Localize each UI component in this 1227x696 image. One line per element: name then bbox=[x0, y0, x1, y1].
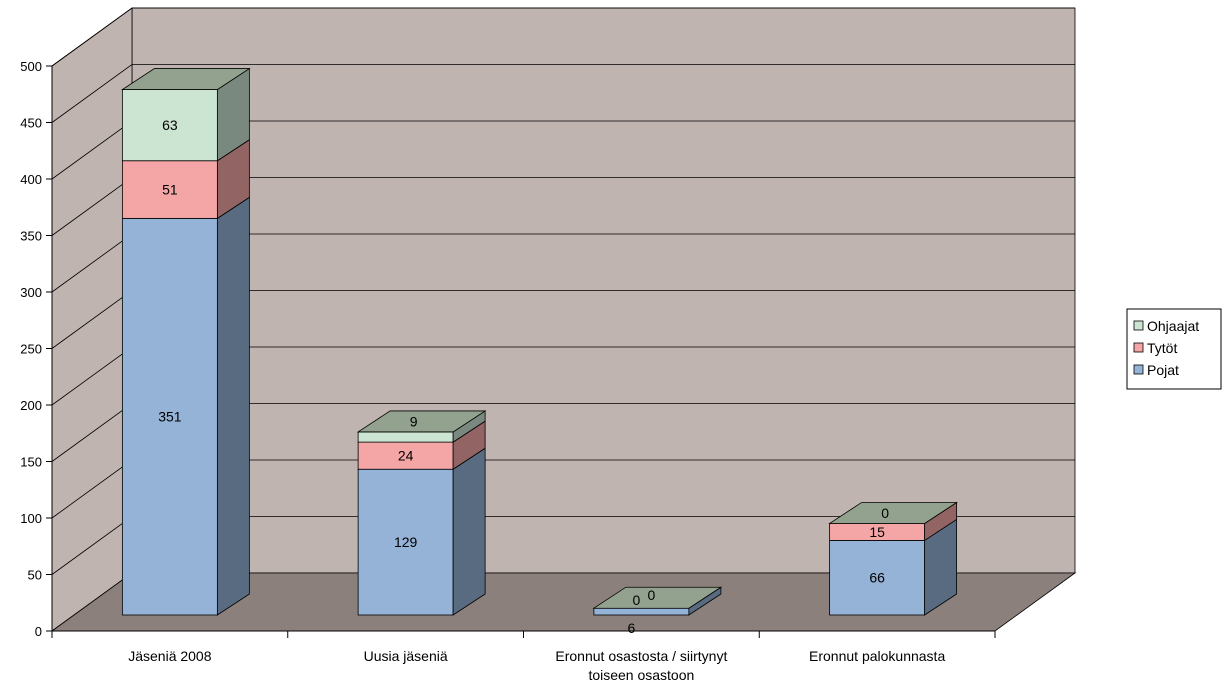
y-tick-label: 400 bbox=[20, 172, 42, 187]
legend-swatch-ohjaajat bbox=[1133, 320, 1144, 331]
y-tick-label: 200 bbox=[20, 398, 42, 413]
data-label-ohjaajat: 63 bbox=[162, 117, 178, 133]
bar-top bbox=[592, 586, 723, 609]
bar-segment-pojat bbox=[829, 540, 926, 616]
legend-swatch-tytöt bbox=[1133, 342, 1144, 353]
legend-swatch-pojat bbox=[1133, 364, 1144, 375]
legend: Ohjaajat Tytöt Pojat bbox=[1126, 308, 1222, 390]
data-label-tytöt: 51 bbox=[162, 182, 178, 198]
legend-label-tytöt: Tytöt bbox=[1147, 340, 1177, 356]
bar-segment-pojat bbox=[121, 217, 218, 616]
bar-segment-pojat bbox=[593, 607, 690, 616]
data-label-pojat: 66 bbox=[869, 570, 885, 586]
data-label-ohjaajat: 0 bbox=[647, 587, 655, 603]
data-label-pojat: 351 bbox=[158, 409, 182, 425]
y-tick-label: 100 bbox=[20, 511, 42, 526]
y-tick-label: 450 bbox=[20, 116, 42, 131]
y-tick-label: 0 bbox=[35, 624, 42, 639]
bar-top bbox=[121, 68, 251, 90]
data-label-pojat: 129 bbox=[394, 534, 418, 550]
y-tick-label: 300 bbox=[20, 285, 42, 300]
data-label-tytöt: 24 bbox=[398, 448, 414, 464]
y-tick-label: 350 bbox=[20, 229, 42, 244]
bars bbox=[121, 67, 958, 616]
legend-label-ohjaajat: Ohjaajat bbox=[1147, 318, 1199, 334]
y-tick-label: 500 bbox=[20, 59, 42, 74]
x-category-label: Uusia jäseniä bbox=[364, 648, 448, 664]
bar-side-pojat bbox=[216, 196, 250, 616]
data-label-pojat: 6 bbox=[627, 620, 635, 636]
gridline bbox=[51, 64, 1075, 123]
bar-top bbox=[356, 410, 487, 433]
bar-segment-ohjaajat bbox=[357, 431, 454, 443]
legend-label-pojat: Pojat bbox=[1147, 362, 1179, 378]
bar-top bbox=[828, 502, 958, 524]
bar-side-pojat bbox=[452, 447, 486, 616]
x-category-label: Eronnut palokunnasta bbox=[809, 648, 945, 664]
x-category-label: Eronnut osastosta / siirtynyt toiseen osa… bbox=[555, 648, 727, 683]
data-label-ohjaajat: 9 bbox=[410, 413, 418, 429]
bar-segment-tytöt bbox=[121, 160, 218, 219]
data-label-tytöt: 0 bbox=[632, 592, 640, 608]
bar-segment-ohjaajat bbox=[121, 89, 218, 162]
data-label-ohjaajat: 0 bbox=[881, 505, 889, 521]
gridline bbox=[51, 7, 1075, 67]
y-tick-label: 150 bbox=[20, 455, 42, 470]
y-tick-label: 250 bbox=[20, 342, 42, 357]
data-label-tytöt: 15 bbox=[869, 524, 885, 540]
y-tick-label: 50 bbox=[28, 568, 42, 583]
x-category-label: Jäseniä 2008 bbox=[128, 648, 212, 664]
bar-segment-pojat bbox=[357, 468, 454, 616]
